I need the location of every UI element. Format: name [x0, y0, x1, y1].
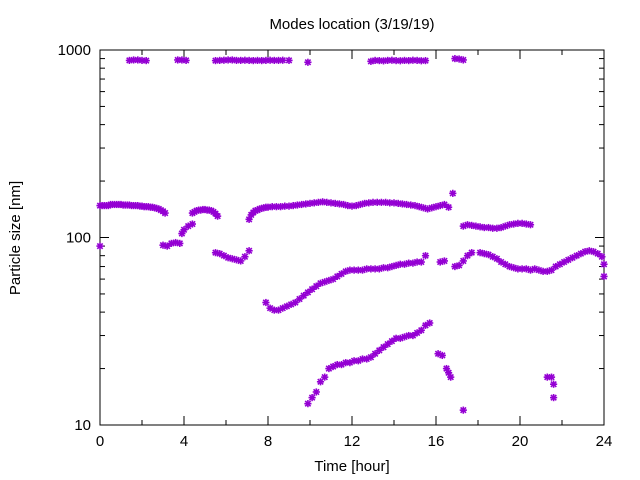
x-tick-label: 24	[596, 433, 613, 450]
data-point	[447, 373, 455, 381]
x-tick-label: 12	[344, 433, 361, 450]
data-point	[142, 56, 150, 65]
data-point	[312, 282, 320, 290]
data-point	[526, 221, 535, 229]
data-point	[329, 275, 337, 283]
data-point	[96, 242, 104, 250]
data-point	[600, 260, 608, 268]
axis-tick-labels: 0 4 8 12 16 20 24 10 100 1000	[58, 42, 613, 450]
chart-title: Modes location (3/19/19)	[269, 16, 434, 33]
data-point	[182, 56, 190, 65]
x-tick-label: 0	[96, 433, 104, 450]
x-tick-label: 20	[512, 433, 529, 450]
data-point	[304, 400, 312, 408]
data-point	[549, 394, 558, 402]
y-tick-label: 1000	[58, 42, 91, 59]
data-point	[459, 257, 467, 265]
data-point	[308, 285, 316, 293]
data-point	[283, 302, 291, 310]
data-point	[409, 331, 417, 340]
data-point	[598, 253, 606, 261]
data-point	[245, 247, 253, 255]
y-tick-label: 100	[66, 230, 91, 247]
x-axis-label: Time [hour]	[314, 458, 389, 475]
data-point	[463, 252, 472, 260]
y-tick-label: 10	[74, 417, 91, 434]
data-point	[549, 380, 558, 388]
axis-ticks	[99, 49, 605, 426]
data-point	[321, 373, 329, 381]
data-point	[214, 212, 222, 220]
data-point	[300, 291, 308, 300]
data-point	[459, 56, 467, 64]
data-point	[188, 220, 196, 228]
data-point	[426, 319, 434, 327]
data-point	[440, 200, 448, 209]
data-point	[367, 353, 375, 361]
data-point	[417, 326, 425, 334]
data-point	[440, 257, 448, 265]
data-point	[421, 252, 430, 260]
data-point	[308, 394, 316, 402]
x-tick-label: 8	[264, 433, 272, 450]
data-point	[493, 255, 501, 263]
plot-frame	[99, 49, 605, 426]
data-point	[279, 56, 287, 64]
data-point	[241, 253, 249, 261]
data-point	[438, 351, 446, 360]
data-point	[285, 56, 293, 65]
data-points	[96, 54, 608, 414]
data-point	[547, 373, 556, 381]
data-point	[468, 249, 476, 257]
x-tick-label: 16	[428, 433, 445, 450]
data-point	[312, 388, 320, 396]
data-point	[594, 250, 602, 258]
x-tick-label: 4	[180, 433, 188, 450]
data-point	[262, 298, 270, 307]
data-point	[384, 340, 392, 348]
data-point	[354, 357, 362, 365]
data-point	[445, 203, 453, 211]
data-point	[304, 58, 312, 66]
data-point	[459, 406, 467, 414]
data-point	[161, 209, 169, 217]
y-axis-label: Particle size [nm]	[7, 181, 24, 295]
data-point	[421, 56, 430, 65]
data-point	[176, 239, 184, 248]
data-point	[449, 189, 457, 197]
data-point	[266, 304, 274, 312]
data-point	[417, 258, 425, 266]
data-point	[600, 272, 608, 281]
data-point	[304, 288, 312, 296]
